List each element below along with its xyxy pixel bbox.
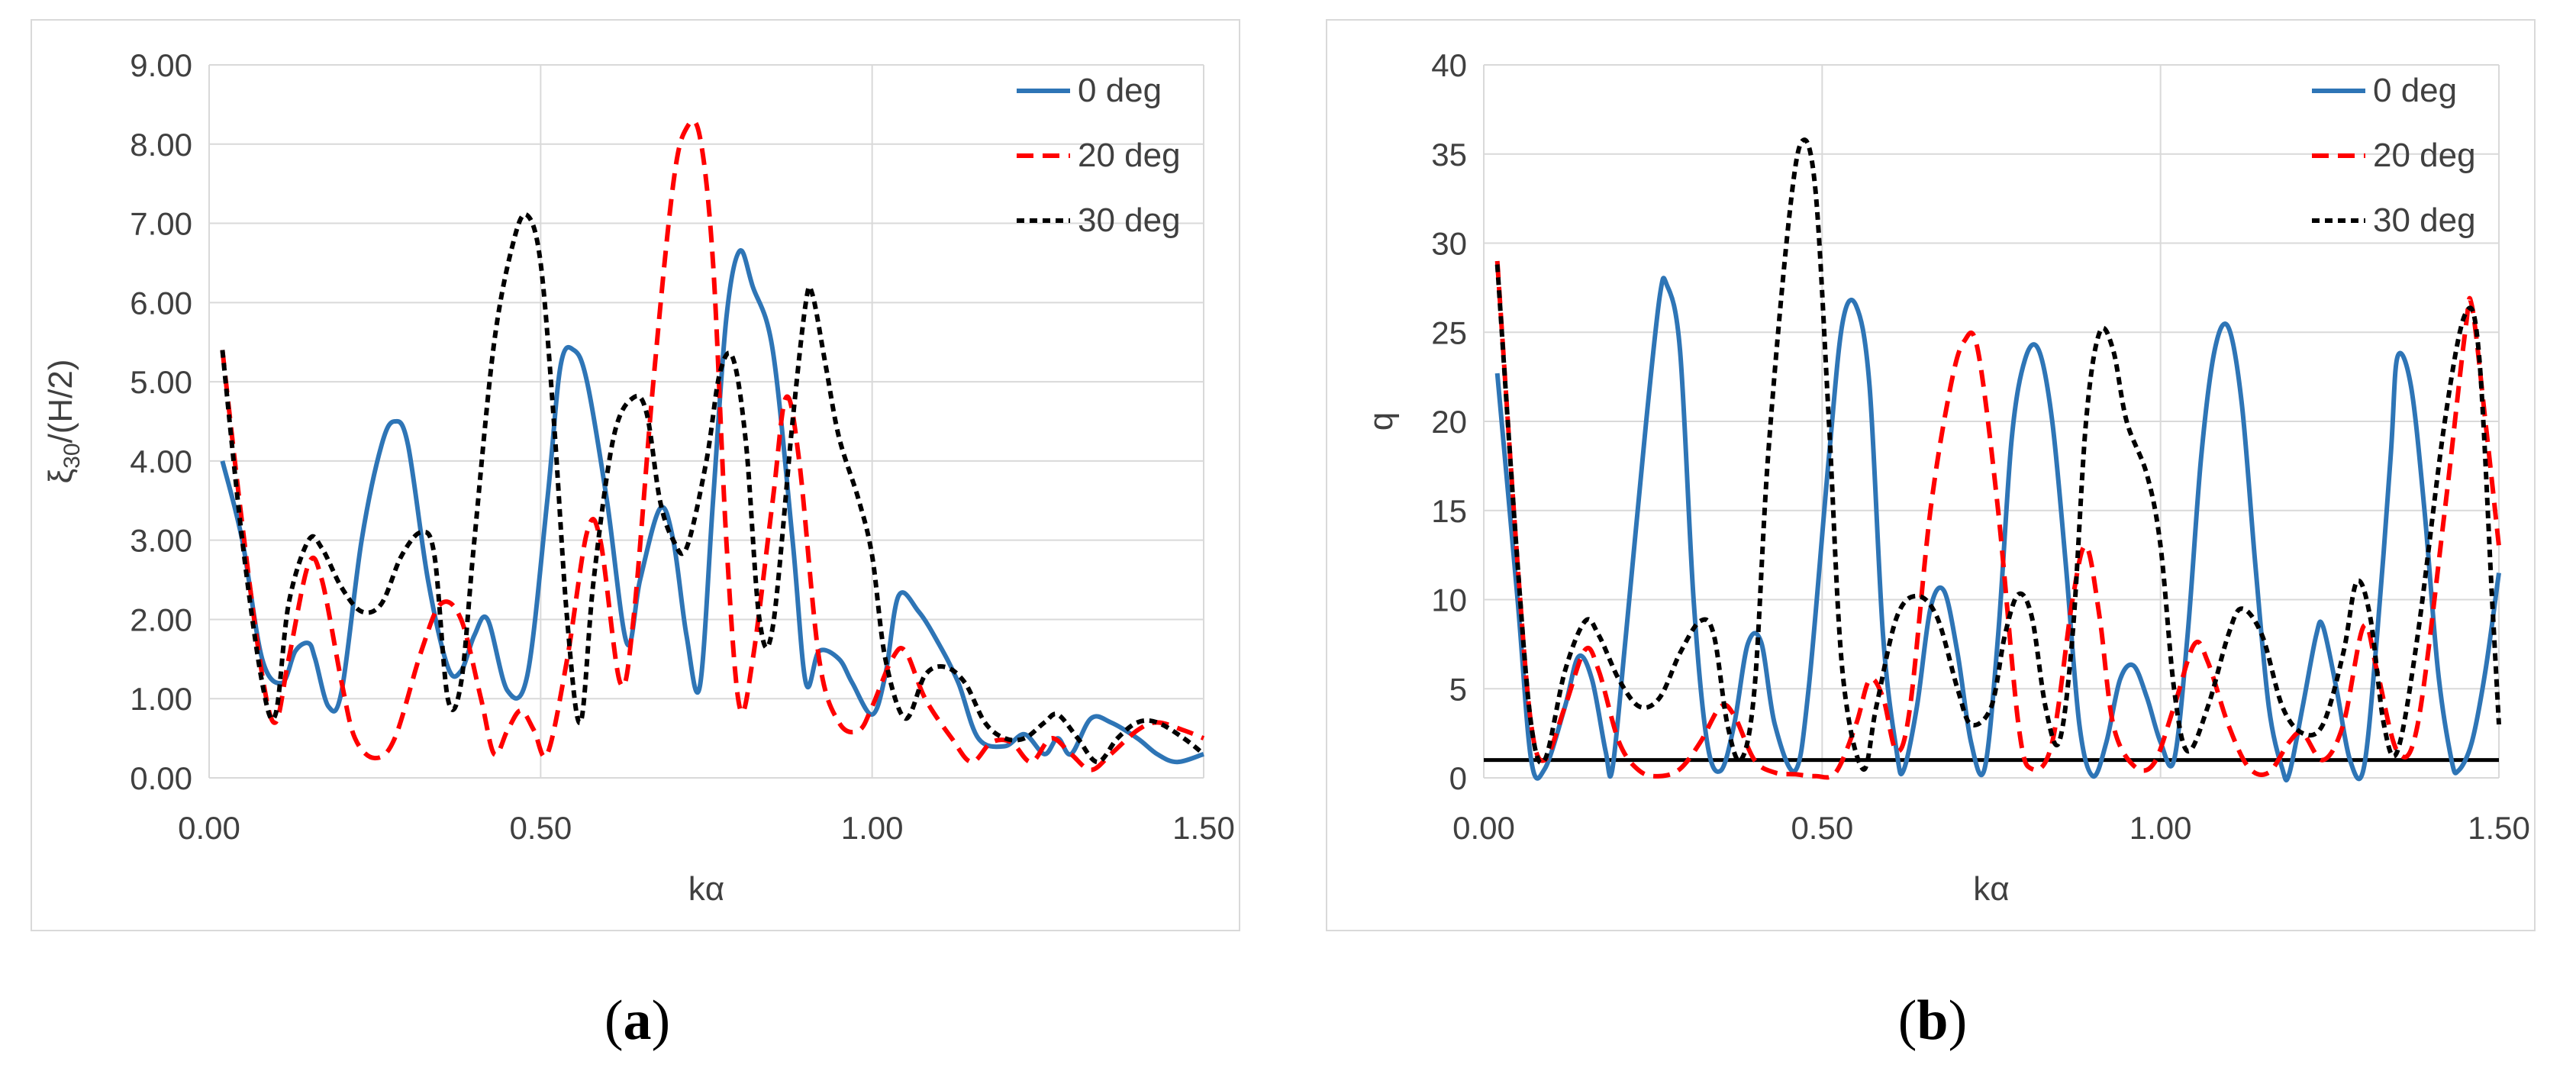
- chart-a-xtick-label: 1.00: [841, 810, 904, 846]
- chart-b-ytick-label: 10: [1431, 582, 1467, 618]
- chart-a-xtick-label: 1.50: [1172, 810, 1235, 846]
- chart-a-svg: 0.00 1.00 2.00 3.00 4.00 5.00 6.00 7.00 8.00 9.00…: [42, 47, 1235, 908]
- caption-b-letter: b: [1917, 989, 1949, 1052]
- chart-a-ytick-label: 7.00: [130, 206, 192, 242]
- chart-a-xtick-label: 0.50: [509, 810, 572, 846]
- chart-b-ytick-label: 40: [1431, 47, 1467, 83]
- chart-a-series-0-deg: [220, 247, 1204, 765]
- chart-b-series-20-deg: [1494, 260, 2501, 780]
- chart-a-ytick-label: 9.00: [130, 47, 192, 83]
- chart-a-ytick-label: 6.00: [130, 285, 192, 321]
- chart-b-ytick-label: 25: [1431, 315, 1467, 350]
- chart-panel-a: 0.00 1.00 2.00 3.00 4.00 5.00 6.00 7.00 8.00 9.00…: [31, 19, 1240, 931]
- chart-a-ytick-label: 4.00: [130, 444, 192, 479]
- chart-a-legend-label-1: 20 deg: [1078, 137, 1181, 174]
- chart-b-ylabel: q: [1362, 412, 1400, 431]
- chart-b-ytick-label: 15: [1431, 493, 1467, 529]
- chart-a-ytick-label: 3.00: [130, 523, 192, 559]
- chart-panel-b: 0 5 10 15 20 25 30 35 40 0.00 0.50 1.00 1.50 kα q 0 deg…: [1326, 19, 2536, 931]
- chart-b-ytick-label: 30: [1431, 226, 1467, 262]
- chart-a-legend-label-0: 0 deg: [1078, 72, 1162, 109]
- chart-b-xtick-label: 0.00: [1452, 810, 1515, 846]
- chart-b-series-30-deg: [1494, 137, 2501, 772]
- caption-a-letter: a: [623, 989, 652, 1052]
- chart-a-ytick-label: 8.00: [130, 127, 192, 163]
- caption-b: (b): [1897, 989, 1968, 1052]
- chart-b-legend-label-1: 20 deg: [2373, 137, 2476, 174]
- chart-a-ytick-label: 5.00: [130, 364, 192, 400]
- chart-a-ylabel: ξ30/(H/2): [42, 359, 85, 483]
- chart-b-xlabel: kα: [1973, 870, 2009, 908]
- chart-a-ytick-label: 1.00: [130, 681, 192, 717]
- chart-b-legend-label-0: 0 deg: [2373, 72, 2457, 109]
- caption-a: (a): [604, 989, 671, 1052]
- chart-b-xtick-label: 1.50: [2468, 810, 2530, 846]
- chart-b-svg: 0 5 10 15 20 25 30 35 40 0.00 0.50 1.00 1.50 kα q 0 deg…: [1362, 47, 2530, 908]
- chart-b-ytick-label: 0: [1449, 760, 1467, 796]
- chart-b-ytick-label: 20: [1431, 404, 1467, 440]
- chart-b-legend-label-2: 30 deg: [2373, 202, 2476, 239]
- chart-a-ytick-label: 2.00: [130, 602, 192, 637]
- chart-a-ytick-label: 0.00: [130, 760, 192, 796]
- chart-b-xtick-label: 1.00: [2129, 810, 2192, 846]
- chart-a-xlabel: kα: [688, 870, 724, 908]
- chart-a-legend-label-2: 30 deg: [1078, 202, 1181, 239]
- chart-b-xtick-label: 0.50: [1791, 810, 1853, 846]
- chart-b-ytick-label: 35: [1431, 137, 1467, 173]
- chart-a-series-30-deg: [220, 211, 1205, 765]
- chart-b-ytick-label: 5: [1449, 671, 1467, 707]
- chart-a-xtick-label: 0.00: [178, 810, 240, 846]
- chart-a-series-20-deg: [220, 118, 1205, 773]
